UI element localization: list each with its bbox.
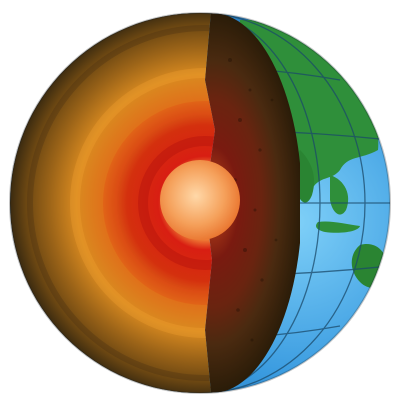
- lower-mantle-band: [103, 101, 215, 305]
- outer-core-band: [138, 136, 215, 270]
- southeast-asia-landmass: [330, 175, 349, 215]
- indonesia-islands: [316, 221, 360, 233]
- globe-outline: [9, 12, 391, 394]
- crust-boundary: [27, 25, 215, 381]
- inner-core: [160, 160, 240, 240]
- upper-mantle-band: [70, 68, 215, 338]
